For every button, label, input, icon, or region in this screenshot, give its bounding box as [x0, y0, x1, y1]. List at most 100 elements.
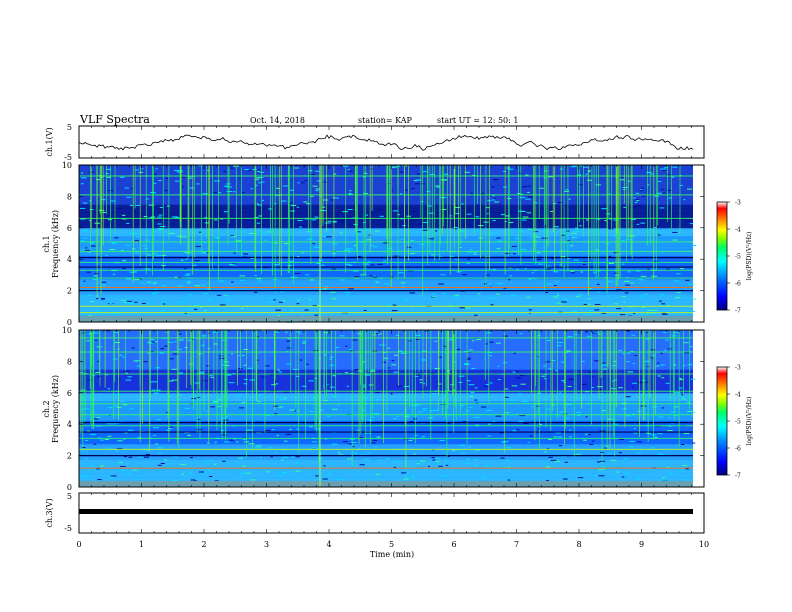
spectral-speckle: [640, 275, 647, 277]
spectral-speckle: [543, 378, 547, 380]
spectral-speckle: [254, 274, 257, 276]
spectral-speckle: [274, 413, 278, 415]
spectral-speckle: [663, 349, 667, 351]
spectral-speckle: [556, 292, 560, 294]
spectral-speckle: [602, 400, 605, 402]
spectral-speckle: [259, 171, 265, 173]
spectral-speckle: [550, 258, 555, 260]
spectral-speckle: [283, 391, 290, 393]
spectral-speckle: [138, 171, 144, 173]
spectral-speckle: [290, 210, 295, 212]
spectral-speckle: [276, 331, 280, 333]
spectral-speckle: [466, 458, 470, 460]
spectral-speckle: [200, 284, 206, 286]
spectral-speckle: [283, 397, 287, 399]
spectral-speckle: [111, 242, 116, 244]
spectral-speckle: [231, 281, 234, 283]
spectral-speckle: [636, 270, 641, 272]
spectral-speckle: [410, 240, 415, 242]
spectral-speckle: [331, 268, 337, 270]
spectral-speckle: [458, 230, 461, 232]
spectral-speckle: [204, 222, 210, 224]
spectral-speckle: [428, 238, 435, 240]
spectral-speckle: [344, 291, 351, 293]
spectral-speckle: [324, 286, 329, 288]
spectral-speckle: [289, 428, 292, 430]
spectral-speckle: [85, 247, 88, 249]
spectral-speckle: [566, 350, 571, 352]
spectral-speckle: [202, 193, 208, 195]
spectral-speckle: [498, 240, 503, 242]
spectral-speckle: [586, 335, 592, 337]
spectral-speckle: [489, 232, 493, 234]
frequency-band: [79, 184, 693, 190]
spectral-speckle: [345, 263, 351, 265]
spectral-speckle: [171, 368, 178, 370]
spectral-speckle: [285, 331, 288, 333]
spectral-speckle: [133, 360, 138, 362]
spectral-speckle: [651, 447, 655, 449]
spectral-speckle: [405, 476, 408, 478]
spectral-speckle: [206, 299, 212, 301]
spectral-speckle: [632, 386, 635, 388]
spectral-speckle: [279, 396, 282, 398]
spectral-speckle: [86, 340, 90, 342]
spectral-speckle: [311, 447, 317, 449]
spectral-speckle: [250, 188, 253, 190]
spectral-speckle: [106, 423, 112, 425]
spectral-speckle: [496, 248, 501, 250]
spectral-speckle: [408, 466, 415, 468]
spectral-speckle: [485, 207, 490, 209]
spectral-speckle: [100, 439, 104, 441]
spectral-speckle: [241, 465, 246, 467]
spectral-speckle: [629, 440, 635, 442]
spectral-speckle: [510, 211, 516, 213]
spectral-speckle: [396, 385, 402, 387]
spectral-speckle: [415, 374, 421, 376]
spectral-speckle: [216, 406, 221, 408]
spectral-speckle: [537, 428, 540, 430]
spectral-speckle: [597, 291, 601, 293]
spectral-speckle: [661, 313, 668, 315]
time-tick-label: 2: [201, 540, 206, 549]
spectral-speckle: [568, 378, 574, 380]
spectral-speckle: [113, 422, 119, 424]
spectral-speckle: [659, 364, 665, 366]
spectral-speckle: [106, 176, 111, 178]
spectral-speckle: [452, 450, 456, 452]
spectral-speckle: [423, 383, 426, 385]
spectral-speckle: [365, 473, 368, 475]
ch2-spectrogram-xticks: [78, 330, 705, 487]
spectral-speckle: [606, 453, 612, 455]
frequency-band: [79, 345, 693, 351]
spectral-speckle: [80, 218, 86, 220]
station-label: station= KAP: [358, 116, 413, 125]
spectral-speckle: [375, 281, 379, 283]
spectral-speckle: [692, 442, 696, 444]
spectral-speckle: [108, 407, 113, 409]
spectral-speckle: [490, 304, 494, 306]
spectral-speckle: [621, 263, 625, 265]
spectral-speckle: [214, 180, 221, 182]
spectral-speckle: [242, 192, 245, 194]
frequency-band: [79, 439, 693, 445]
spectral-speckle: [245, 472, 252, 474]
spectral-speckle: [124, 370, 130, 372]
spectral-speckle: [404, 416, 409, 418]
spectral-speckle: [546, 265, 552, 267]
spectral-speckle: [364, 458, 370, 460]
spectral-speckle: [548, 176, 554, 178]
spectral-speckle: [577, 477, 584, 479]
spectral-speckle: [293, 410, 297, 412]
spectral-speckle: [462, 421, 468, 423]
spectral-speckle: [692, 310, 696, 312]
spectral-speckle: [97, 375, 102, 377]
spectral-speckle: [527, 441, 531, 443]
spectral-speckle: [256, 203, 259, 205]
spectral-speckle: [274, 242, 278, 244]
spectral-speckle: [667, 430, 673, 432]
spectral-speckle: [348, 248, 354, 250]
spectral-speckle: [277, 314, 281, 316]
spectral-speckle: [101, 298, 105, 300]
spectral-speckle: [546, 408, 551, 410]
